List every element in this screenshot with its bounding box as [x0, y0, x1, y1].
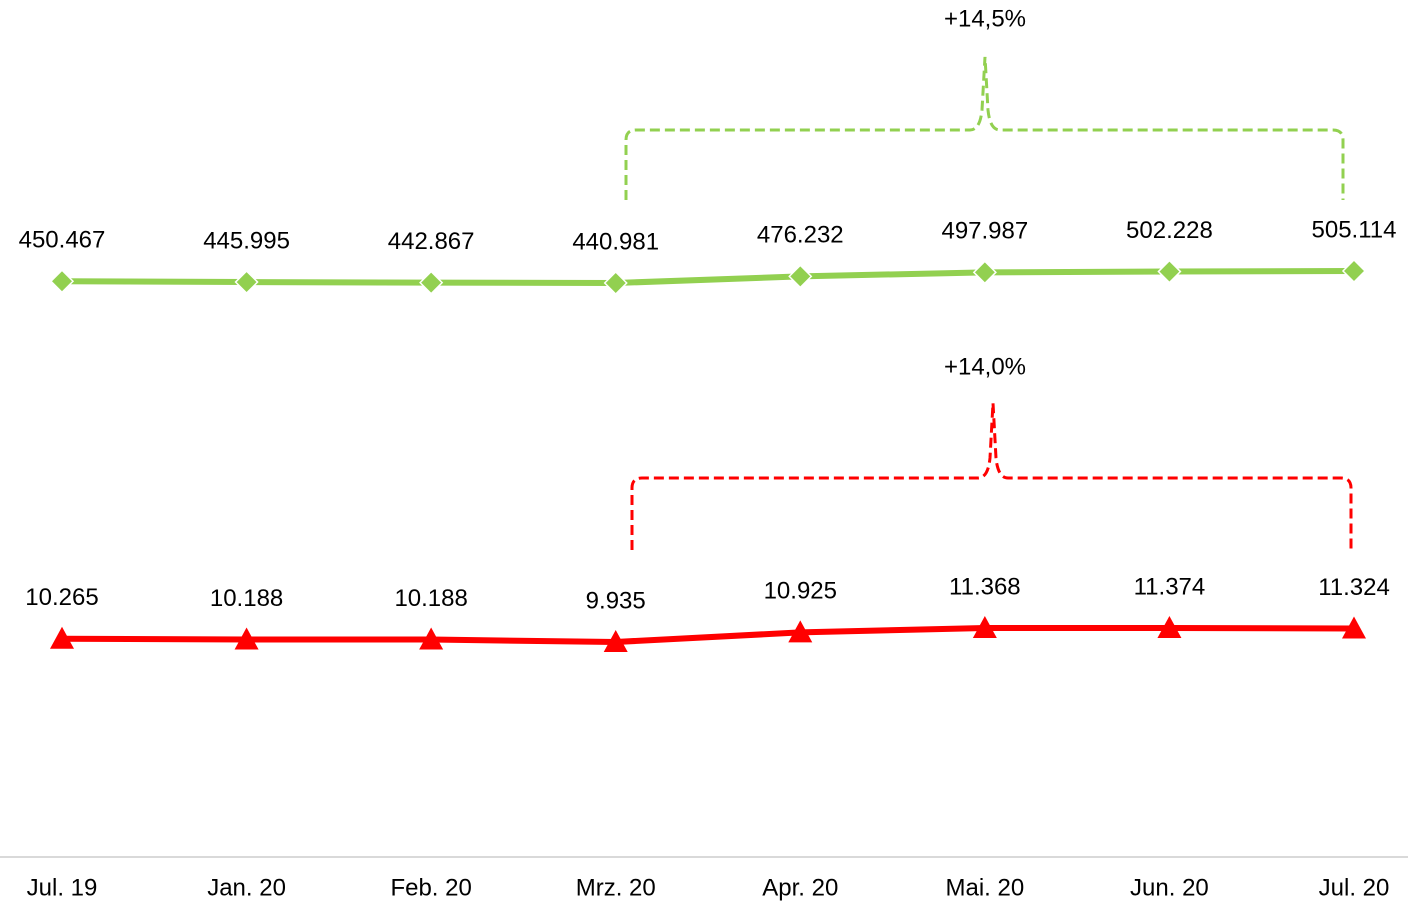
marker [1157, 616, 1182, 638]
marker [972, 616, 997, 639]
bracket [624, 56, 1345, 200]
marker [788, 264, 813, 289]
bracket [630, 402, 1353, 550]
marker [419, 270, 444, 295]
data-label: 11.374 [1134, 573, 1206, 600]
x-tick-label: Mai. 20 [946, 874, 1025, 901]
data-label: 10.188 [394, 585, 467, 612]
marker [49, 269, 75, 294]
data-label: 476.232 [757, 222, 844, 249]
data-label: 11.324 [1318, 574, 1390, 601]
data-label: 9.935 [586, 587, 646, 614]
marker [603, 630, 628, 652]
x-tick-label: Apr. 20 [762, 874, 838, 901]
data-label: 10.188 [210, 585, 283, 612]
marker [1341, 258, 1367, 284]
x-tick-label: Jul. 19 [27, 874, 98, 901]
marker [1157, 259, 1182, 284]
data-label: 10.265 [25, 584, 98, 611]
x-tick-label: Jun. 20 [1130, 874, 1209, 901]
marker [419, 627, 444, 650]
data-label: 502.228 [1126, 217, 1213, 244]
annotation: +14,5% [944, 5, 1026, 32]
data-label: 445.995 [203, 227, 290, 254]
x-tick-label: Feb. 20 [390, 874, 471, 901]
x-tick-label: Jul. 20 [1319, 874, 1390, 901]
annotation: +14,0% [944, 353, 1026, 380]
marker [234, 270, 259, 295]
series-line [61, 268, 1355, 287]
marker [603, 270, 628, 296]
data-label: 442.867 [388, 228, 475, 255]
series-line [61, 624, 1355, 646]
marker [1342, 616, 1366, 639]
x-tick-label: Jan. 20 [207, 874, 286, 901]
marker [234, 627, 259, 650]
data-label: 505.114 [1312, 216, 1397, 243]
data-label: 440.981 [572, 228, 659, 255]
data-label: 497.987 [941, 218, 1028, 245]
marker [50, 626, 74, 649]
x-tick-label: Mrz. 20 [576, 874, 656, 901]
data-label: 11.368 [949, 573, 1021, 600]
data-label: 450.467 [19, 227, 106, 254]
marker [972, 260, 997, 285]
data-label: 10.925 [764, 578, 837, 605]
marker [788, 620, 813, 643]
